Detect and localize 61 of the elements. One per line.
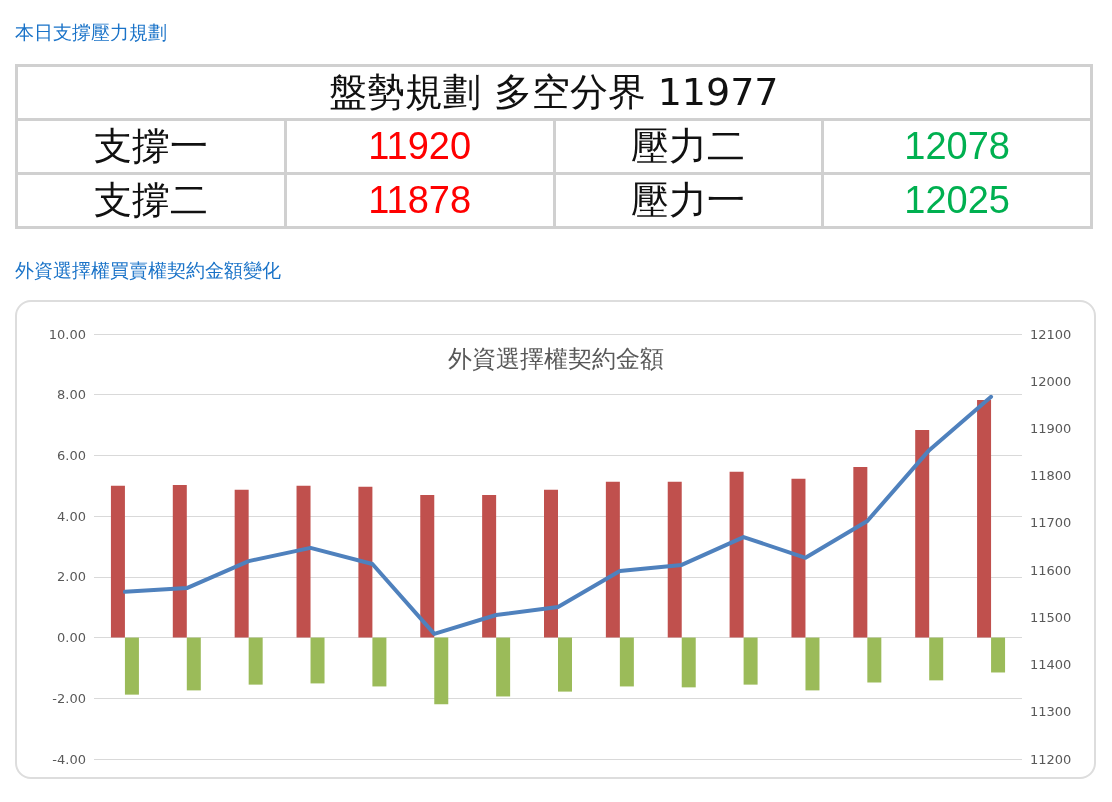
bar	[929, 637, 944, 681]
bar	[853, 466, 868, 638]
bar	[434, 637, 449, 705]
bar	[867, 637, 882, 683]
bar	[358, 486, 373, 638]
text: 12078	[822, 119, 1092, 174]
bar	[420, 494, 435, 638]
text: 外資選擇權契約金額	[447, 345, 664, 373]
y2-tick-label: 12100	[1030, 326, 1072, 342]
y-tick-label: 8.00	[57, 387, 86, 403]
text: 本日支撐壓力規劃	[15, 20, 167, 45]
bar	[296, 485, 311, 638]
bar	[915, 429, 930, 638]
y-tick-label: 6.00	[57, 447, 86, 463]
bar	[482, 494, 497, 638]
bar	[496, 637, 511, 697]
bar	[991, 637, 1006, 673]
bar	[372, 637, 387, 687]
bar	[172, 484, 187, 638]
text: 12025	[822, 173, 1092, 228]
text: 盤勢規劃 多空分界 11977	[16, 65, 1092, 120]
bar	[248, 637, 263, 685]
text: 支撐二	[16, 173, 286, 228]
y2-tick-label: 11200	[1030, 751, 1072, 767]
y2-tick-label: 11700	[1030, 515, 1072, 531]
bar	[729, 471, 744, 638]
bar	[544, 489, 558, 638]
text: 壓力一	[554, 173, 823, 228]
bar	[743, 637, 758, 685]
bar	[977, 399, 992, 638]
bar	[791, 478, 806, 638]
text: 支撐一	[16, 119, 286, 174]
bar	[310, 637, 325, 684]
y-tick-label: 2.00	[57, 569, 86, 585]
y-tick-label: 10.00	[48, 326, 86, 342]
bar	[110, 485, 125, 638]
y2-tick-label: 11800	[1030, 468, 1072, 484]
chart-subtitle: 外資選擇權買賣權契約金額變化	[15, 258, 281, 283]
bar	[186, 637, 201, 691]
bar	[234, 489, 249, 638]
y-tick-label: 0.00	[57, 630, 86, 646]
y2-tick-label: 11300	[1030, 704, 1072, 720]
y2-tick-label: 11500	[1030, 609, 1072, 625]
bar	[681, 637, 696, 688]
bar	[805, 637, 820, 691]
y2-tick-label: 11900	[1030, 420, 1072, 436]
bar	[605, 481, 620, 638]
y-tick-label: 4.00	[57, 508, 86, 524]
bar	[619, 637, 634, 687]
text: 壓力二	[554, 119, 823, 174]
bar	[667, 481, 682, 638]
y2-tick-label: 11600	[1030, 562, 1072, 578]
text: 11920	[285, 119, 554, 174]
y-tick-label: -4.00	[52, 751, 86, 767]
bar	[558, 637, 572, 692]
text: 11878	[285, 173, 554, 228]
y2-tick-label: 12000	[1030, 373, 1072, 389]
y2-tick-label: 11400	[1030, 657, 1072, 673]
y-tick-label: -2.00	[52, 690, 86, 706]
line-series	[122, 394, 994, 636]
bar	[124, 637, 139, 695]
